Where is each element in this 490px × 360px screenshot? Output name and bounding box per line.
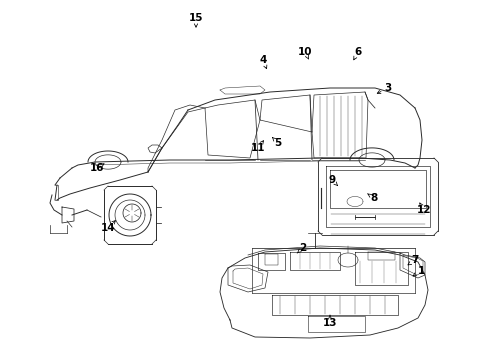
- Text: 8: 8: [370, 193, 378, 203]
- Text: 14: 14: [100, 223, 115, 233]
- Text: 11: 11: [251, 143, 265, 153]
- Text: 15: 15: [189, 13, 203, 23]
- Text: 5: 5: [274, 138, 282, 148]
- Text: 9: 9: [328, 175, 336, 185]
- Text: 3: 3: [384, 83, 392, 93]
- Text: 7: 7: [411, 255, 418, 265]
- Text: 16: 16: [90, 163, 104, 173]
- Text: 10: 10: [298, 47, 312, 57]
- Text: 1: 1: [417, 266, 425, 276]
- Text: 2: 2: [299, 243, 307, 253]
- Text: 6: 6: [354, 47, 362, 57]
- Text: 13: 13: [323, 318, 337, 328]
- Text: 12: 12: [417, 205, 431, 215]
- Text: 4: 4: [259, 55, 267, 65]
